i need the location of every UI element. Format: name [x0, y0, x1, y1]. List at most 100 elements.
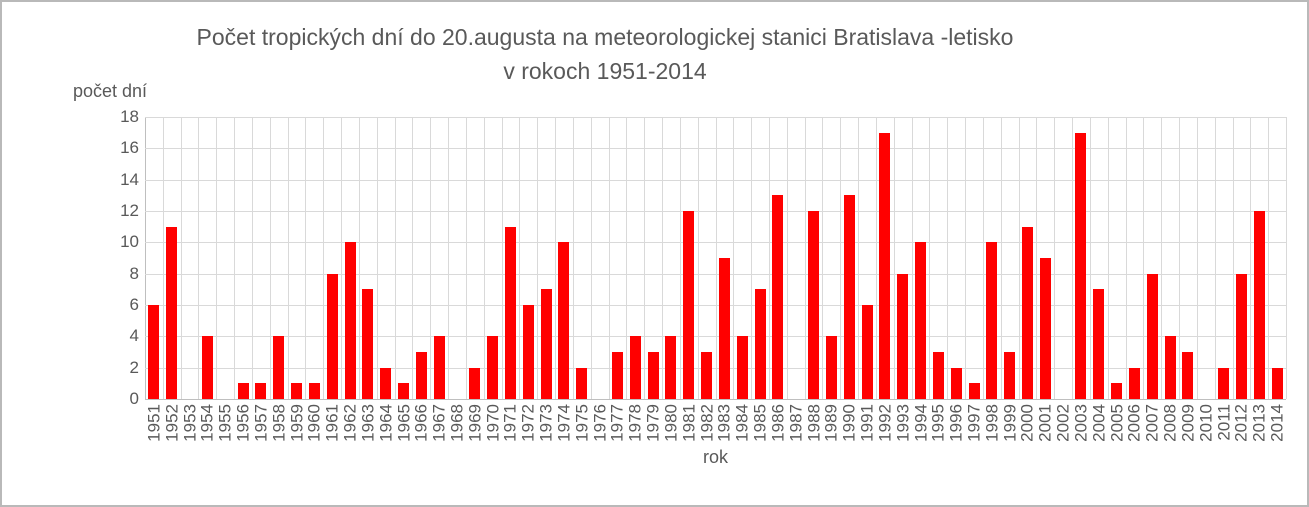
gridline-horizontal-18 [145, 117, 1286, 118]
bar-1970 [487, 336, 498, 399]
gridline-vertical-14 [395, 117, 396, 399]
gridline-vertical-3 [198, 117, 199, 399]
bar-1963 [362, 289, 373, 399]
bar-2007 [1147, 274, 1158, 399]
x-tick-label: 1994 [911, 404, 931, 442]
bar-1965 [398, 383, 409, 399]
x-tick-label: 1981 [679, 404, 699, 442]
gridline-vertical-50 [1036, 117, 1037, 399]
gridline-vertical-11 [341, 117, 342, 399]
x-tick-label: 1983 [714, 404, 734, 442]
x-tick-label: 1995 [928, 404, 948, 442]
bar-1988 [808, 211, 819, 399]
gridline-horizontal-12 [145, 211, 1286, 212]
gridline-vertical-6 [252, 117, 253, 399]
bar-2012 [1236, 274, 1247, 399]
bar-1959 [291, 383, 302, 399]
gridline-vertical-51 [1054, 117, 1055, 399]
gridline-vertical-54 [1108, 117, 1109, 399]
bar-2008 [1165, 336, 1176, 399]
bar-1972 [523, 305, 534, 399]
x-tick-label: 2014 [1267, 404, 1287, 442]
bar-1967 [434, 336, 445, 399]
chart-title-line1: Počet tropických dní do 20.augusta na me… [196, 24, 1014, 50]
x-tick-label: 1980 [661, 404, 681, 442]
gridline-vertical-56 [1143, 117, 1144, 399]
gridline-vertical-21 [519, 117, 520, 399]
gridline-vertical-59 [1197, 117, 1198, 399]
gridline-vertical-7 [270, 117, 271, 399]
gridline-vertical-63 [1268, 117, 1269, 399]
x-tick-label: 1954 [197, 404, 217, 442]
x-tick-label: 1986 [768, 404, 788, 442]
bar-1960 [309, 383, 320, 399]
gridline-vertical-44 [929, 117, 930, 399]
x-tick-label: 1951 [144, 404, 164, 442]
gridline-vertical-31 [698, 117, 699, 399]
x-tick-label: 1967 [429, 404, 449, 442]
gridline-vertical-28 [644, 117, 645, 399]
gridline-vertical-4 [216, 117, 217, 399]
bar-1986 [772, 195, 783, 399]
y-tick-12: 12 [120, 201, 139, 220]
x-tick-label: 1955 [215, 404, 235, 442]
gridline-vertical-42 [894, 117, 895, 399]
x-tick-label: 1989 [821, 404, 841, 442]
chart-title: Počet tropických dní do 20.augusta na me… [0, 20, 1210, 88]
x-tick-label: 1963 [358, 404, 378, 442]
y-axis-line [145, 117, 146, 400]
y-tick-10: 10 [120, 232, 139, 251]
x-tick-label: 1961 [322, 404, 342, 442]
gridline-vertical-53 [1090, 117, 1091, 399]
plot-area [145, 117, 1287, 400]
x-tick-label: 2003 [1071, 404, 1091, 442]
gridline-vertical-62 [1250, 117, 1251, 399]
gridline-vertical-47 [983, 117, 984, 399]
bar-1952 [166, 227, 177, 399]
y-tick-8: 8 [129, 264, 139, 283]
x-tick-label: 1959 [287, 404, 307, 442]
gridline-vertical-26 [609, 117, 610, 399]
bar-1995 [933, 352, 944, 399]
x-tick-label: 1985 [750, 404, 770, 442]
gridline-horizontal-8 [145, 274, 1286, 275]
x-tick-label: 1988 [804, 404, 824, 442]
gridline-vertical-16 [430, 117, 431, 399]
x-tick-label: 1976 [590, 404, 610, 442]
bar-1994 [915, 242, 926, 399]
bar-1966 [416, 352, 427, 399]
x-tick-label: 1984 [732, 404, 752, 442]
gridline-horizontal-6 [145, 305, 1286, 306]
bar-1982 [701, 352, 712, 399]
x-tick-label: 1997 [964, 404, 984, 442]
bar-1979 [648, 352, 659, 399]
bar-2004 [1093, 289, 1104, 399]
x-tick-label: 2006 [1124, 404, 1144, 442]
gridline-vertical-39 [840, 117, 841, 399]
gridline-vertical-24 [573, 117, 574, 399]
x-tick-label: 1970 [483, 404, 503, 442]
x-tick-label: 2009 [1178, 404, 1198, 442]
bar-1957 [255, 383, 266, 399]
chart-title-line2: v rokoch 1951-2014 [503, 58, 707, 84]
x-tick-label: 1958 [269, 404, 289, 442]
bar-1971 [505, 227, 516, 399]
x-tick-label: 1956 [233, 404, 253, 442]
x-tick-label: 1968 [447, 404, 467, 442]
gridline-vertical-64 [1286, 117, 1287, 399]
gridline-vertical-27 [626, 117, 627, 399]
gridline-horizontal-10 [145, 242, 1286, 243]
gridline-vertical-38 [822, 117, 823, 399]
gridline-vertical-33 [733, 117, 734, 399]
gridline-vertical-25 [591, 117, 592, 399]
gridline-vertical-8 [288, 117, 289, 399]
x-tick-label: 1964 [376, 404, 396, 442]
bar-1951 [148, 305, 159, 399]
x-tick-label: 1952 [162, 404, 182, 442]
gridline-vertical-60 [1215, 117, 1216, 399]
y-axis-title: počet dní [73, 81, 148, 101]
y-tick-6: 6 [129, 295, 139, 314]
gridline-vertical-12 [359, 117, 360, 399]
x-tick-label: 1975 [572, 404, 592, 442]
bar-1983 [719, 258, 730, 399]
